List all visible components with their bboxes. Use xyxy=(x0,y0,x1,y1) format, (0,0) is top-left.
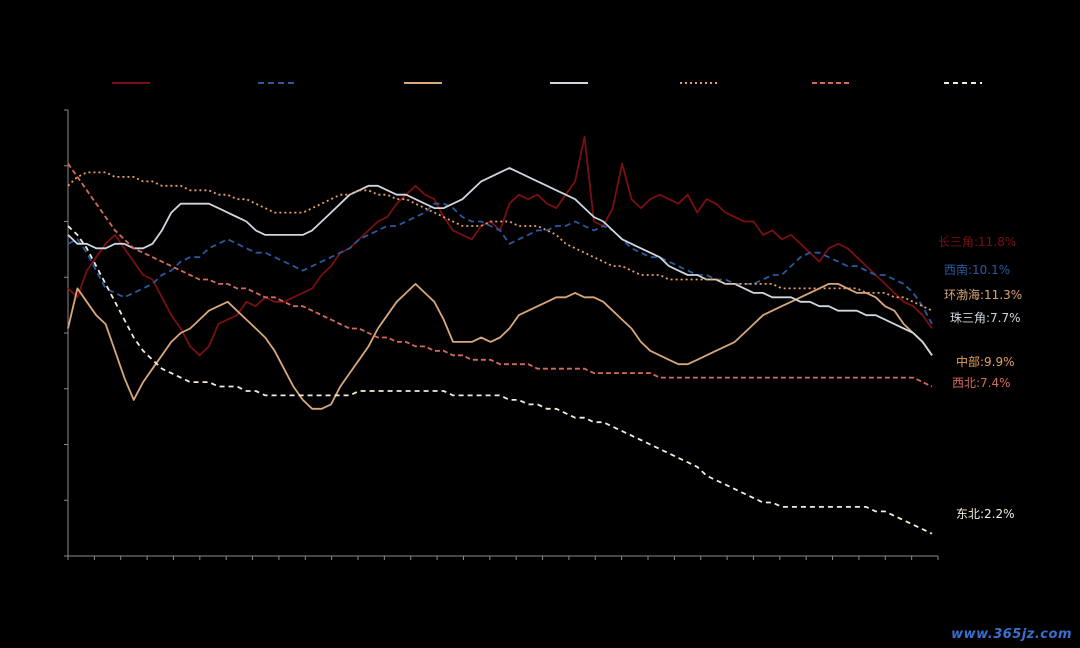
series-end-label: 长三角:11.8% xyxy=(938,235,1016,249)
series-end-label: 环渤海:11.3% xyxy=(944,287,1022,302)
series-end-label: 西南:10.1% xyxy=(944,262,1010,277)
series-line xyxy=(67,282,933,410)
series-end-label: 东北:2.2% xyxy=(956,507,1015,521)
watermark: www.365jz.com xyxy=(951,627,1072,642)
series-line xyxy=(67,202,933,325)
series-end-label: 中部:9.9% xyxy=(956,354,1015,369)
end-labels: 长三角:11.8% 西南:10.1% 环渤海:11.3% 珠三角:7.7% 中部:9.9… xyxy=(938,235,1022,521)
series-end-label: 西北:7.4% xyxy=(952,376,1011,390)
series-line xyxy=(67,162,933,388)
series-end-label: 珠三角:7.7% xyxy=(950,311,1021,325)
series-line xyxy=(67,171,933,312)
series-lines xyxy=(67,135,933,535)
axes xyxy=(64,109,939,560)
series-line xyxy=(67,167,933,356)
series-line xyxy=(67,225,933,535)
